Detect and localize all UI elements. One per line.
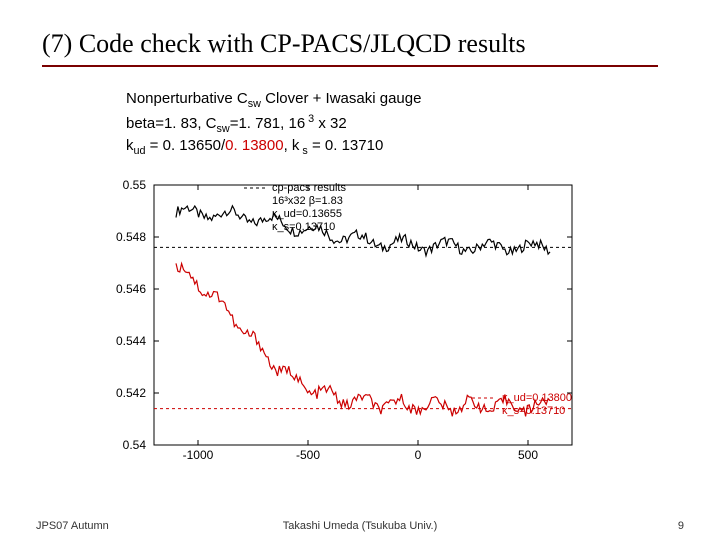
svg-text:500: 500: [518, 448, 538, 462]
svg-text:0: 0: [415, 448, 422, 462]
text: Clover + Iwasaki gauge: [261, 90, 422, 107]
text: =1. 781, 16: [230, 115, 305, 132]
chart-svg: -1000 -500 0 500 0.54 0.542 0.544 0.546 0.548 0.5…: [82, 169, 582, 469]
svg-text:κ_ud=0.13800: κ_ud=0.13800: [502, 392, 572, 404]
text: k: [126, 137, 134, 154]
svg-text:0.544: 0.544: [116, 334, 146, 348]
text-highlight: 0. 13800: [225, 137, 283, 154]
desc-line-1: Nonperturbative Csw Clover + Iwasaki gau…: [126, 89, 684, 112]
subscript: sw: [248, 98, 261, 110]
text: Nonperturbative C: [126, 90, 248, 107]
svg-text:0.548: 0.548: [116, 230, 146, 244]
text: = 0. 13650: [146, 137, 221, 154]
svg-text:κ_s=0.13710: κ_s=0.13710: [502, 405, 565, 417]
text: x 32: [314, 115, 347, 132]
subscript: sw: [216, 123, 229, 135]
svg-text:16³x32 β=1.83: 16³x32 β=1.83: [272, 195, 343, 207]
svg-text:κ_ud=0.13655: κ_ud=0.13655: [272, 208, 342, 220]
text: = 0. 13710: [308, 137, 383, 154]
svg-text:0.54: 0.54: [123, 438, 147, 452]
superscript: 3: [305, 113, 314, 125]
svg-text:-1000: -1000: [183, 448, 214, 462]
svg-text:0.542: 0.542: [116, 386, 146, 400]
svg-text:cp-pacs results: cp-pacs results: [272, 182, 346, 194]
desc-line-2: beta=1. 83, Csw=1. 781, 16 3 x 32: [126, 112, 684, 137]
svg-text:0.55: 0.55: [123, 178, 147, 192]
description-block: Nonperturbative Csw Clover + Iwasaki gau…: [126, 89, 684, 159]
svg-text:0.546: 0.546: [116, 282, 146, 296]
chart: -1000 -500 0 500 0.54 0.542 0.544 0.546 0.548 0.5…: [82, 169, 582, 469]
footer-center: Takashi Umeda (Tsukuba Univ.): [283, 520, 437, 532]
text: beta=1. 83, C: [126, 115, 216, 132]
svg-text:κ_s=0.13710: κ_s=0.13710: [272, 221, 335, 233]
svg-text:-500: -500: [296, 448, 320, 462]
subscript: ud: [134, 145, 146, 157]
desc-line-3: kud = 0. 13650/0. 13800, k s = 0. 13710: [126, 136, 684, 159]
subscript: s: [299, 145, 307, 157]
page-number: 9: [678, 520, 684, 532]
title-rule: [42, 65, 658, 67]
text: , k: [284, 137, 300, 154]
page-title: (7) Code check with CP-PACS/JLQCD result…: [42, 28, 684, 59]
footer-left: JPS07 Autumn: [36, 520, 109, 532]
